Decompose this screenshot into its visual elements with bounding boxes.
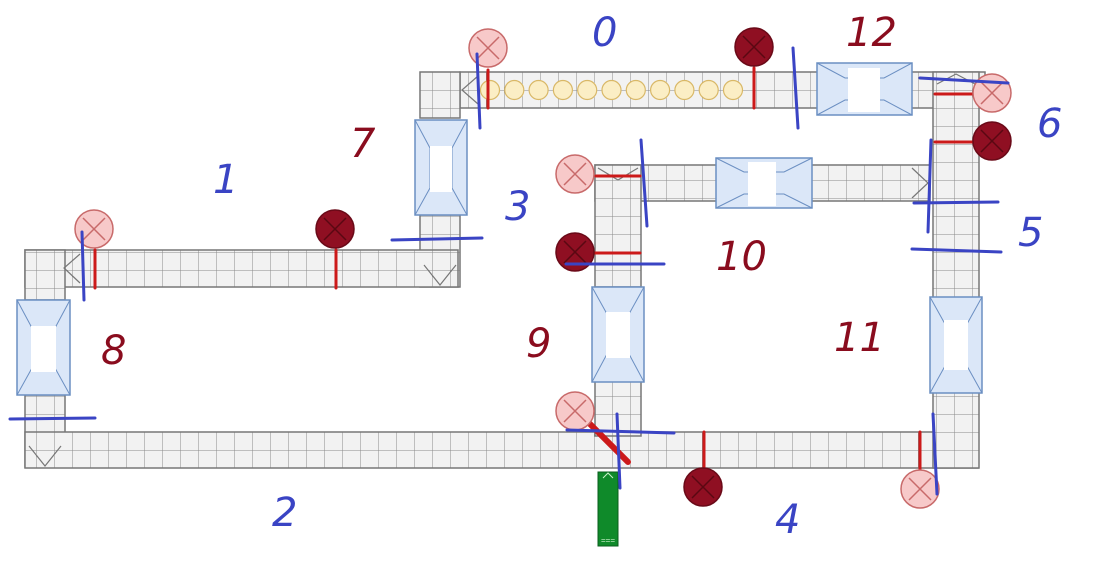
- belt-upper-left: [24, 249, 459, 288]
- queued-item: [479, 79, 501, 101]
- label-5: 5: [1018, 210, 1043, 256]
- belt-far-left-upper: [24, 249, 66, 301]
- queued-item: [722, 79, 744, 101]
- diverter-arm: [585, 419, 631, 465]
- belt-right-vertical: [932, 71, 980, 301]
- transfer-unit-right: [929, 296, 983, 394]
- label-7: 7: [350, 121, 376, 167]
- transfer-unit-far-left: [16, 299, 71, 396]
- label-6: 6: [1037, 101, 1062, 147]
- label-12: 12: [846, 10, 897, 56]
- lamp-off-icon: [555, 154, 595, 194]
- arrow-left-riser-down: [423, 264, 457, 286]
- transfer-unit-top: [816, 62, 913, 116]
- indicator-lamps: [74, 27, 1012, 509]
- lamp-on-icon: [555, 232, 595, 272]
- conveyor-belts: [24, 71, 986, 469]
- arrow-mid-right: [911, 167, 929, 199]
- transfer-unit-middle-vertical: [591, 286, 645, 383]
- belt-right-vertical-lower: [932, 389, 980, 469]
- transfer-unit-left-riser: [414, 119, 468, 216]
- label-10: 10: [716, 234, 767, 280]
- queued-item: [552, 79, 574, 101]
- queued-item: [504, 79, 525, 101]
- lamp-on-icon: [734, 27, 774, 67]
- label-2: 2: [272, 490, 297, 536]
- annotation-numbers: 0 1 2 3 4 5 6 7 8 9 10 11 12: [101, 10, 1062, 543]
- arrow-far-left-down: [28, 445, 62, 467]
- lamp-on-icon: [972, 121, 1012, 161]
- queued-item: [674, 79, 695, 101]
- label-9: 9: [526, 321, 551, 367]
- queued-item: [577, 79, 598, 101]
- queued-item: [601, 79, 622, 101]
- lamp-off-icon: [468, 28, 508, 68]
- arrow-mid-down: [597, 167, 639, 181]
- label-4: 4: [775, 497, 800, 543]
- arrow-top-left: [461, 75, 479, 105]
- label-0: 0: [592, 10, 617, 56]
- queued-item: [698, 79, 719, 101]
- queued-items: [479, 79, 744, 101]
- transfer-units: [16, 62, 983, 396]
- lamp-off-icon: [972, 73, 1012, 113]
- lamp-on-icon: [315, 209, 355, 249]
- label-1: 1: [213, 157, 238, 203]
- label-3: 3: [505, 184, 530, 230]
- queued-item: [625, 79, 646, 101]
- lamp-off-icon: [555, 391, 595, 431]
- source-block: ===: [597, 471, 619, 547]
- queued-item: [649, 79, 671, 101]
- queued-item: [528, 79, 549, 101]
- label-8: 8: [101, 328, 126, 374]
- source-block-label: ===: [601, 536, 615, 545]
- belt-direction-arrows: [28, 73, 976, 467]
- transfer-unit-middle-horizontal: [715, 157, 813, 209]
- label-11: 11: [834, 315, 885, 361]
- sensor-bars: [93, 66, 977, 472]
- blue-annotation-strokes: [8, 46, 1010, 496]
- belt-middle-vertical-upper: [594, 164, 642, 288]
- lamp-off-icon: [74, 209, 114, 249]
- belt-bottom: [24, 431, 979, 469]
- lamp-on-icon: [683, 467, 723, 507]
- arrow-upper-left-end: [63, 253, 81, 284]
- lamp-off-icon: [900, 469, 940, 509]
- belt-top-left-riser: [419, 71, 461, 119]
